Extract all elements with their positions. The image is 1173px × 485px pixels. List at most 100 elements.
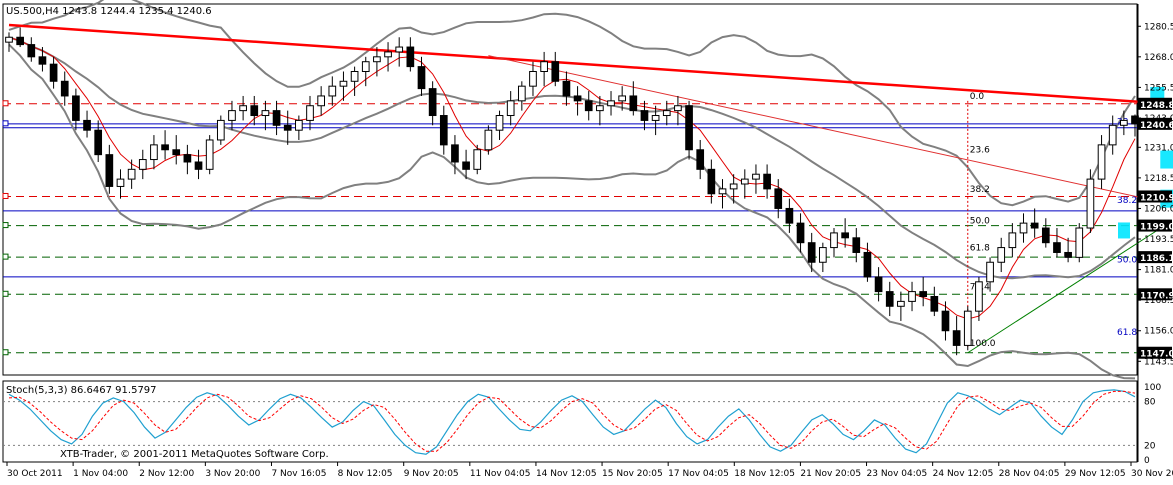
stoch-tick-label-0: 100	[1144, 383, 1161, 393]
candle-body-74	[830, 232, 838, 249]
price-tag-4	[1138, 251, 1172, 264]
fib-left-label-6: 100.0	[970, 339, 996, 349]
candle-body-15	[172, 149, 181, 156]
price-panel-border	[2, 3, 1138, 376]
candle-body-80	[897, 300, 905, 307]
x-tick-label-7: 11 Nov 04:05	[470, 469, 531, 479]
price-tag-label-0: 1248.8	[1140, 101, 1173, 111]
candle-body-49	[551, 61, 560, 82]
level-marker-6	[2, 349, 9, 356]
candle-body-94	[1053, 242, 1061, 253]
candle-body-88	[986, 261, 994, 283]
y-tick-label-5: 1218.5	[1144, 174, 1173, 184]
candle-body-60	[674, 105, 682, 112]
candle-body-76	[852, 237, 861, 253]
candle-body-61	[685, 105, 693, 151]
candle-body-92	[1030, 222, 1039, 229]
x-tick-label-4: 7 Nov 16:05	[271, 469, 326, 479]
candle-body-100	[1120, 119, 1128, 126]
candle-body-78	[874, 276, 883, 293]
candle-body-40	[451, 144, 459, 163]
candle-body-75	[841, 232, 849, 239]
fib-right-label-2: 50.0	[1117, 256, 1137, 266]
candle-body-79	[885, 291, 894, 307]
candle-body-37	[417, 66, 426, 90]
x-tick-label-15: 28 Nov 04:05	[999, 469, 1060, 479]
bollinger-lower	[8, 43, 1136, 380]
candle-body-81	[908, 291, 916, 302]
candle-body-55	[618, 95, 627, 102]
candle-body-96	[1075, 227, 1084, 258]
candle-body-77	[863, 251, 872, 278]
candle-body-72	[807, 242, 816, 263]
stoch-signal-line	[8, 390, 1136, 452]
x-tick-label-11: 18 Nov 12:05	[734, 469, 795, 479]
candle-body-101	[1131, 115, 1139, 125]
candle-body-91	[1019, 222, 1028, 234]
candle-body-29	[328, 85, 337, 97]
price-tag-label-4: 1186.1	[1140, 254, 1173, 264]
fib-left-label-0: 0.0	[970, 92, 985, 102]
cyan-marker-1	[1160, 150, 1173, 169]
axes-layer: 1248.8 1240.6 1210.9 1199.0 1186.1 1170.9 1147…	[6, 4, 1173, 479]
candle-body-64	[718, 188, 727, 195]
candle-body-32	[361, 61, 370, 72]
candle-body-26	[295, 119, 303, 131]
candle-body-12	[138, 159, 147, 170]
x-tick-label-10: 17 Nov 04:05	[668, 469, 729, 479]
stochastic-header: Stoch(5,3,3) 86.6467 91.5797	[6, 385, 157, 396]
trendline-rising-support	[967, 222, 1169, 354]
candle-body-19	[216, 119, 225, 141]
candle-body-0	[5, 36, 13, 43]
candle-body-98	[1097, 144, 1106, 180]
candle-body-41	[462, 161, 470, 170]
candle-body-33	[373, 56, 381, 63]
candle-body-89	[997, 247, 1006, 263]
x-tick-label-12: 21 Nov 20:05	[800, 469, 861, 479]
candle-body-28	[317, 95, 326, 107]
price-plot: 0.023.638.250.061.876.4100.023.638.250.0…	[2, 0, 1173, 380]
x-tick-label-16: 29 Nov 12:05	[1065, 469, 1126, 479]
fib-left-label-1: 23.6	[970, 146, 990, 156]
y-tick-label-10: 1156.0	[1144, 327, 1173, 337]
y-tick-label-2: 1255.5	[1144, 83, 1173, 93]
candle-body-73	[818, 247, 827, 263]
stoch-tick-label-3: 0	[1144, 456, 1150, 466]
trendline-secondary-resistance	[488, 55, 1169, 205]
candle-body-47	[529, 70, 537, 87]
price-tag-label-2: 1210.9	[1140, 193, 1173, 203]
candle-body-99	[1108, 124, 1117, 146]
price-tag-label-3: 1199.0	[1140, 223, 1173, 233]
candle-body-59	[662, 110, 671, 117]
candle-body-4	[49, 63, 58, 82]
candle-body-13	[150, 144, 158, 161]
candle-body-67	[752, 173, 760, 180]
level-marker-1	[2, 120, 9, 127]
candle-body-8	[94, 129, 103, 156]
candle-body-65	[729, 183, 738, 190]
price-tag-1	[1138, 117, 1172, 130]
candle-body-50	[562, 80, 571, 97]
candle-body-36	[406, 46, 415, 68]
candle-body-3	[38, 56, 47, 65]
candle-body-23	[261, 110, 270, 117]
candle-body-95	[1064, 251, 1072, 258]
candle-body-31	[350, 70, 359, 82]
candle-body-17	[194, 161, 203, 170]
candle-body-18	[205, 139, 214, 170]
candle-body-66	[740, 178, 749, 185]
candle-body-30	[339, 80, 348, 87]
candle-body-62	[696, 149, 705, 170]
candle-body-25	[283, 124, 292, 131]
candle-body-51	[573, 95, 582, 102]
price-tag-5	[1138, 288, 1172, 301]
price-tag-label-6: 1147.0	[1140, 350, 1173, 360]
y-tick-label-6: 1206.0	[1144, 204, 1173, 214]
candle-body-21	[239, 105, 247, 112]
candle-body-43	[484, 129, 493, 151]
fib-right-label-3: 61.8	[1117, 328, 1137, 338]
fib-left-label-2: 38.2	[970, 185, 990, 195]
x-tick-label-9: 15 Nov 20:05	[602, 469, 663, 479]
stoch-main-line	[8, 389, 1136, 455]
